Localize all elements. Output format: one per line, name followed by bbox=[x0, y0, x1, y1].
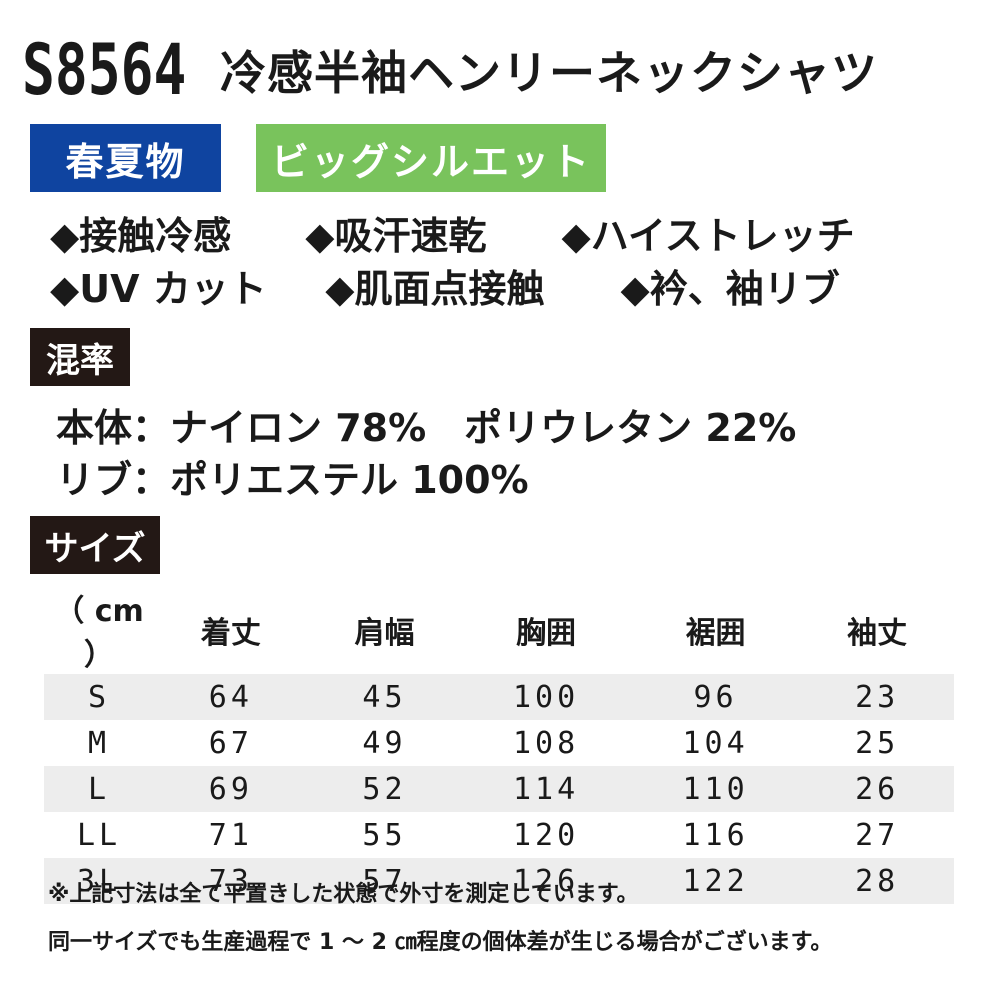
table-cell: 27 bbox=[855, 817, 900, 853]
size-label: LL bbox=[76, 817, 122, 853]
table-cell: 122 bbox=[630, 858, 801, 904]
composition-heading: 混率 bbox=[30, 328, 130, 386]
table-row: S 64 45 100 96 23 bbox=[44, 674, 954, 720]
table-cell: 64 bbox=[154, 674, 308, 720]
table-cell: 57 bbox=[307, 858, 462, 904]
size-label: 3L bbox=[44, 858, 154, 904]
table-cell: 26 bbox=[800, 766, 954, 812]
table-row: M 67 49 108 104 25 bbox=[44, 720, 954, 766]
unit-header: （ cm ） bbox=[54, 594, 144, 673]
feature-item: ◆衿、袖リブ bbox=[620, 267, 840, 311]
table-cell: 71 bbox=[208, 817, 253, 853]
page-title: S8564 冷感半袖ヘンリーネックシャツ bbox=[22, 29, 878, 111]
table-cell: 69 bbox=[154, 766, 308, 812]
table-cell: 52 bbox=[307, 766, 462, 812]
table-cell: 23 bbox=[800, 674, 954, 720]
feature-item: ◆吸汗速乾 bbox=[305, 214, 487, 258]
table-cell: 45 bbox=[307, 674, 462, 720]
column-header: 袖丈 bbox=[847, 616, 908, 651]
table-cell: 73 bbox=[154, 858, 308, 904]
column-header: 胸囲 bbox=[516, 616, 577, 651]
size-heading: サイズ bbox=[30, 516, 160, 574]
column-header: 裾囲 bbox=[685, 616, 746, 651]
table-cell: 55 bbox=[362, 817, 407, 853]
composition-rib: リブ：ポリエステル 100% bbox=[56, 458, 529, 502]
season-badge: 春夏物 bbox=[30, 124, 221, 192]
table-cell: 100 bbox=[461, 674, 631, 720]
feature-row-1: ◆接触冷感 ◆吸汗速乾 ◆ハイストレッチ bbox=[50, 205, 855, 260]
table-cell: 120 bbox=[512, 817, 580, 853]
table-cell: 25 bbox=[855, 725, 900, 761]
feature-item: ◆肌面点接触 bbox=[325, 267, 545, 311]
table-row: L 69 52 114 110 26 bbox=[44, 766, 954, 812]
feature-item: ◆UV カット bbox=[50, 267, 267, 311]
variance-note: 同一サイズでも生産過程で 1 ～ 2 ㎝程度の個体差が生じる場合がございます。 bbox=[48, 930, 833, 955]
size-label: M bbox=[87, 725, 111, 761]
size-label: S bbox=[44, 674, 154, 720]
table-row: LL 71 55 120 116 27 bbox=[44, 812, 954, 858]
product-code: S8564 bbox=[22, 29, 187, 111]
size-label: L bbox=[44, 766, 154, 812]
table-cell: 126 bbox=[461, 858, 631, 904]
product-name: 冷感半袖ヘンリーネックシャツ bbox=[220, 46, 878, 100]
table-cell: 28 bbox=[800, 858, 954, 904]
table-cell: 108 bbox=[512, 725, 580, 761]
table-cell: 114 bbox=[461, 766, 631, 812]
table-row: 3L 73 57 126 122 28 bbox=[44, 858, 954, 904]
table-cell: 116 bbox=[682, 817, 749, 853]
column-header: 肩幅 bbox=[354, 616, 415, 651]
table-cell: 67 bbox=[208, 725, 253, 761]
silhouette-badge: ビッグシルエット bbox=[256, 124, 606, 192]
table-cell: 104 bbox=[682, 725, 749, 761]
size-table: （ cm ） 着丈 肩幅 胸囲 裾囲 袖丈 S 64 45 100 96 23 … bbox=[44, 586, 954, 904]
feature-item: ◆ハイストレッチ bbox=[561, 214, 855, 258]
table-cell: 96 bbox=[630, 674, 801, 720]
table-cell: 49 bbox=[362, 725, 407, 761]
table-cell: 110 bbox=[630, 766, 801, 812]
size-table-header: （ cm ） 着丈 肩幅 胸囲 裾囲 袖丈 bbox=[44, 586, 954, 674]
measurement-note: ※上記寸法は全て平置きした状態で外寸を測定しています。 bbox=[48, 882, 639, 907]
column-header: 着丈 bbox=[200, 616, 261, 651]
feature-row-2: ◆UV カット ◆肌面点接触 ◆衿、袖リブ bbox=[50, 258, 840, 313]
composition-body: 本体：ナイロン 78% ポリウレタン 22% bbox=[56, 406, 797, 450]
feature-item: ◆接触冷感 bbox=[50, 214, 232, 258]
